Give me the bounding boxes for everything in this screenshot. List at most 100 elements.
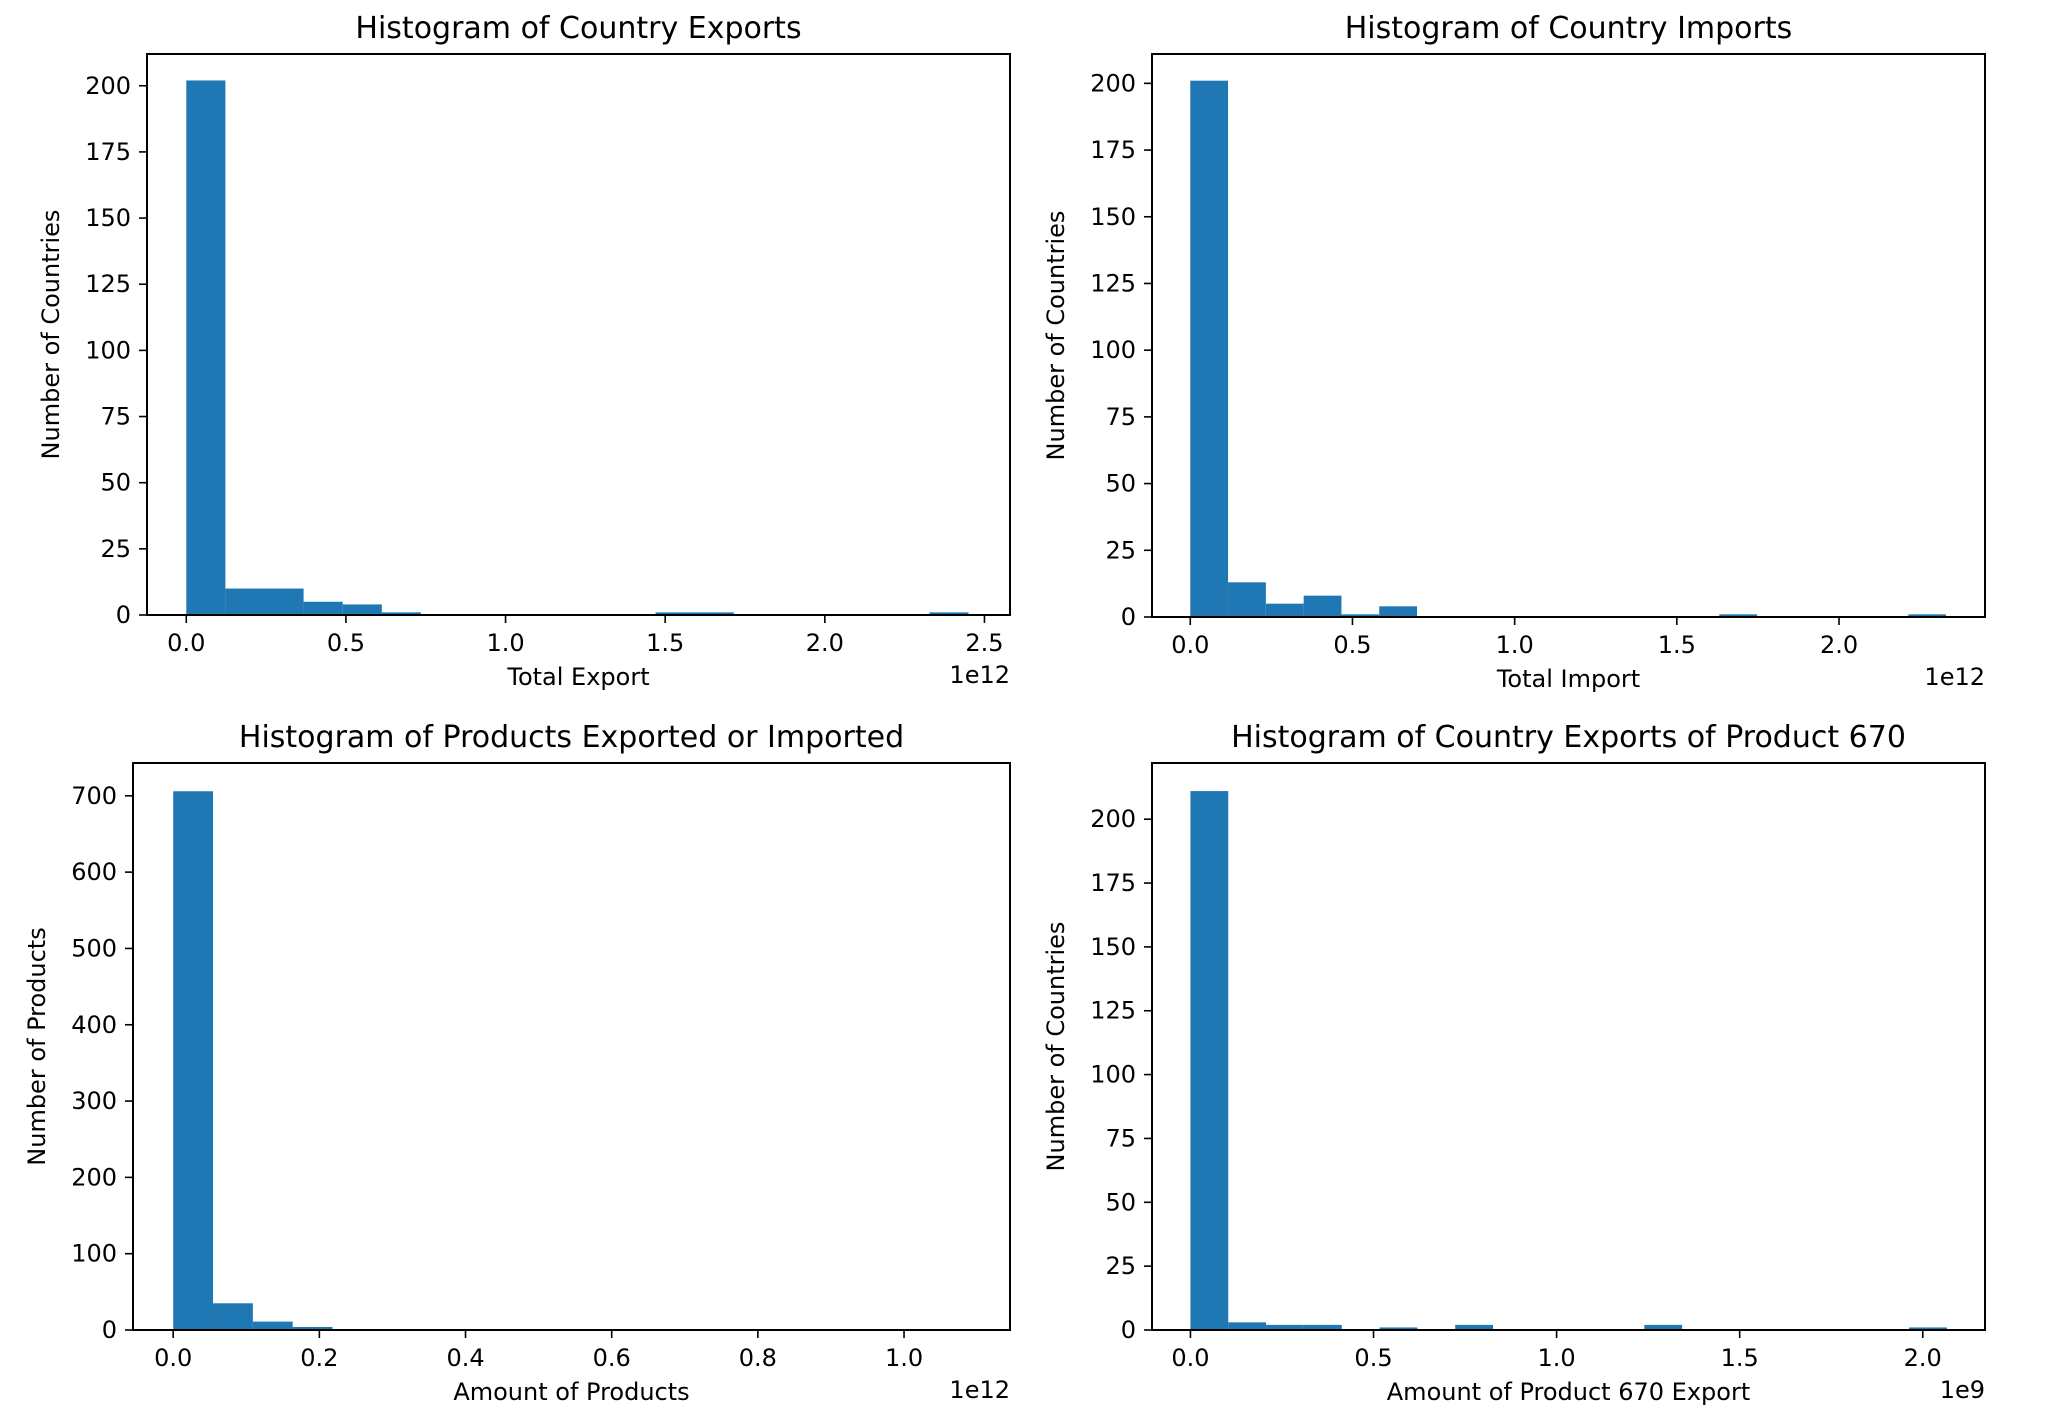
x-tick-label: 0.4 [446, 1344, 484, 1372]
chart-panel-4: 0.0 0.5 1.0 1.5 2.0 0 25 50 75 100 125 150 175 200 His… [1042, 720, 1986, 1406]
chart-title: Histogram of Country Exports [355, 11, 801, 46]
y-tick-label: 175 [1090, 136, 1136, 164]
x-tick-label: 1.5 [1658, 631, 1696, 659]
y-tick-label: 0 [102, 1316, 117, 1344]
y-tick-label: 700 [71, 782, 117, 810]
y-axis-label: Number of Countries [37, 210, 65, 460]
y-tick-label: 75 [1105, 403, 1136, 431]
y-tick-label: 175 [1090, 869, 1136, 897]
x-tick-label: 1.5 [646, 629, 684, 657]
x-axis-offset-label: 1e9 [1940, 1376, 1985, 1404]
x-tick-label: 0.0 [1171, 631, 1209, 659]
y-tick-label: 200 [1090, 69, 1136, 97]
y-tick-label: 125 [1090, 269, 1136, 297]
x-axis-offset-label: 1e12 [1924, 663, 1985, 691]
histogram-bar [1228, 1322, 1267, 1330]
x-tick-label: 0.0 [167, 629, 205, 657]
y-tick-label: 0 [1121, 603, 1136, 631]
y-tick-label: 100 [1090, 336, 1136, 364]
x-axis-offset-label: 1e12 [949, 1376, 1010, 1404]
x-tick-label: 1.5 [1721, 1344, 1759, 1372]
histogram-bar [1379, 606, 1418, 617]
x-tick-label: 0.8 [739, 1344, 777, 1372]
y-tick-label: 25 [1105, 1252, 1136, 1280]
x-tick-label: 2.0 [806, 629, 844, 657]
histogram-bar [655, 612, 695, 615]
y-axis-label: Number of Products [23, 927, 51, 1165]
histogram-bar [1719, 614, 1758, 617]
histogram-bar [694, 612, 734, 615]
x-axis-offset-label: 1e12 [949, 661, 1010, 689]
y-tick-label: 0 [116, 601, 131, 629]
chart-panel-3: 0.0 0.2 0.4 0.6 0.8 1.0 0 100 200 300 400 500 600 700… [23, 720, 1011, 1406]
histogram-bar [1190, 791, 1229, 1330]
axes-frame [146, 53, 1011, 616]
histogram-bar [1644, 1324, 1683, 1330]
y-tick-label: 125 [1090, 997, 1136, 1025]
y-tick-label: 125 [85, 270, 131, 298]
chart-title: Histogram of Country Imports [1345, 11, 1793, 46]
histogram-bar [1228, 582, 1266, 617]
histogram-bar [292, 1326, 333, 1330]
chart-panel-2: 0.0 0.5 1.0 1.5 2.0 0 25 50 75 100 125 150 175 200 His… [1042, 11, 1986, 693]
histogram-bar [1303, 1324, 1342, 1330]
chart-title: Histogram of Products Exported or Import… [239, 720, 904, 755]
histogram-bar [342, 604, 382, 615]
histogram-bar [303, 601, 343, 615]
x-tick-label: 0.0 [154, 1344, 192, 1372]
axes-frame [132, 762, 1011, 1331]
x-tick-label: 1.0 [1538, 1344, 1576, 1372]
y-tick-label: 200 [71, 1163, 117, 1191]
axes-frame [1151, 762, 1986, 1331]
x-tick-label: 1.0 [1496, 631, 1534, 659]
histogram-bar [1909, 1327, 1947, 1330]
y-tick-label: 100 [71, 1240, 117, 1268]
x-axis-label: Total Export [506, 663, 649, 691]
y-tick-label: 75 [100, 403, 131, 431]
y-tick-label: 100 [1090, 1061, 1136, 1089]
y-tick-label: 600 [71, 858, 117, 886]
axes-frame [1151, 53, 1986, 618]
y-tick-label: 150 [1090, 203, 1136, 231]
y-tick-label: 50 [1105, 1188, 1136, 1216]
x-axis-label: Amount of Products [453, 1378, 689, 1406]
histogram-bar [1265, 603, 1304, 617]
y-tick-label: 150 [85, 204, 131, 232]
y-tick-label: 50 [1105, 470, 1136, 498]
y-tick-label: 300 [71, 1087, 117, 1115]
x-tick-label: 0.5 [327, 629, 365, 657]
histogram-bar [1908, 614, 1947, 617]
y-tick-label: 400 [71, 1011, 117, 1039]
chart-title: Histogram of Country Exports of Product … [1231, 720, 1906, 755]
y-tick-label: 25 [100, 535, 131, 563]
y-axis-label: Number of Countries [1042, 922, 1070, 1172]
y-tick-label: 0 [1121, 1316, 1136, 1344]
x-tick-label: 1.0 [486, 629, 524, 657]
histogram-bar [173, 791, 214, 1330]
x-tick-label: 0.5 [1333, 631, 1371, 659]
y-tick-label: 50 [100, 469, 131, 497]
histogram-bar [225, 588, 265, 615]
histogram-bar [1190, 80, 1229, 618]
histogram-bar [252, 1321, 293, 1330]
y-axis-label: Number of Countries [1042, 211, 1070, 461]
histogram-bar [1379, 1327, 1418, 1330]
y-tick-label: 200 [1090, 805, 1136, 833]
y-tick-label: 175 [85, 138, 131, 166]
histogram-bar [264, 588, 304, 615]
x-tick-label: 0.6 [593, 1344, 631, 1372]
y-tick-label: 150 [1090, 933, 1136, 961]
histogram-bar [929, 612, 969, 615]
x-tick-label: 2.0 [1820, 631, 1858, 659]
x-tick-label: 1.0 [885, 1344, 923, 1372]
y-tick-label: 200 [85, 72, 131, 100]
x-tick-label: 2.0 [1904, 1344, 1942, 1372]
histogram-bar [1266, 1324, 1304, 1330]
x-tick-label: 0.2 [300, 1344, 338, 1372]
y-tick-label: 100 [85, 336, 131, 364]
histogram-bar [1341, 614, 1380, 617]
histogram-bar [186, 80, 226, 615]
x-axis-label: Total Import [1496, 665, 1640, 693]
